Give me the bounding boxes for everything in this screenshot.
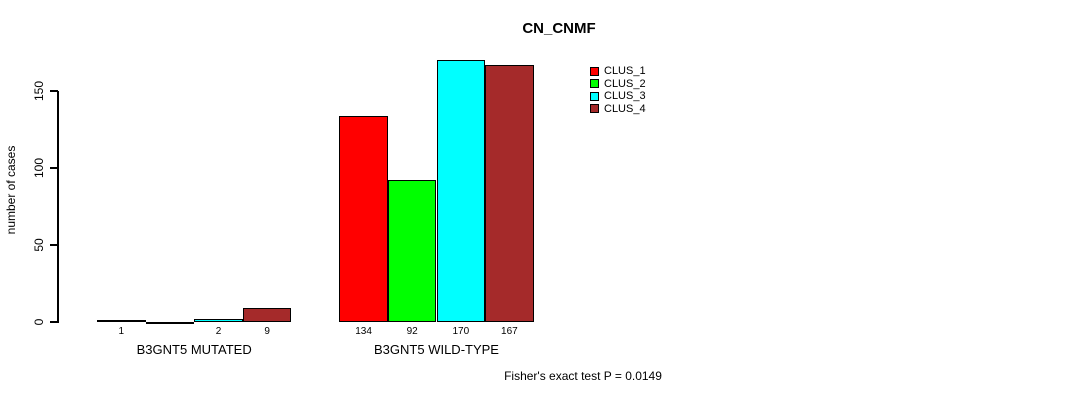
bar xyxy=(339,115,388,322)
legend-swatch-icon xyxy=(590,66,599,76)
bar-value-label: 1 xyxy=(118,326,125,337)
bar-value-label: 9 xyxy=(264,326,270,337)
legend-label: CLUS_2 xyxy=(604,77,646,90)
y-tick-mark xyxy=(50,90,58,92)
group-label: B3GNT5 WILD-TYPE xyxy=(374,342,499,357)
legend-label: CLUS_3 xyxy=(604,90,646,102)
y-tick-mark xyxy=(50,321,58,323)
bar xyxy=(242,308,292,322)
legend-label: CLUS_1 xyxy=(604,65,646,77)
y-tick-mark xyxy=(50,167,58,169)
bar xyxy=(485,64,534,322)
legend-swatch-icon xyxy=(590,91,599,101)
legend: CLUS_1 CLUS_2 CLUS_3 CLUS_4 xyxy=(590,65,646,115)
legend-swatch-icon xyxy=(590,104,599,113)
legend-item: CLUS_4 xyxy=(590,103,646,115)
group-label: B3GNT5 MUTATED xyxy=(136,342,252,357)
legend-item: CLUS_2 xyxy=(590,78,646,90)
bar xyxy=(97,320,146,323)
y-tick-mark xyxy=(50,244,58,246)
legend-item: CLUS_3 xyxy=(590,90,646,102)
bar xyxy=(145,322,195,324)
bar-value-label: 2 xyxy=(215,326,222,337)
bar-value-label: 134 xyxy=(355,326,372,337)
legend-item: CLUS_1 xyxy=(590,65,646,77)
bar xyxy=(387,180,437,322)
legend-swatch-icon xyxy=(590,79,599,88)
legend-label: CLUS_4 xyxy=(604,102,646,115)
chart-title: CN_CNMF xyxy=(522,20,596,37)
footnote-text: Fisher's exact test P = 0.0149 xyxy=(504,369,662,383)
y-axis-line xyxy=(57,91,59,323)
bar-value-label: 167 xyxy=(501,326,518,337)
bar xyxy=(436,60,486,322)
bar xyxy=(194,318,243,322)
bar-value-label: 92 xyxy=(406,326,418,337)
bar-value-label: 170 xyxy=(452,326,470,337)
